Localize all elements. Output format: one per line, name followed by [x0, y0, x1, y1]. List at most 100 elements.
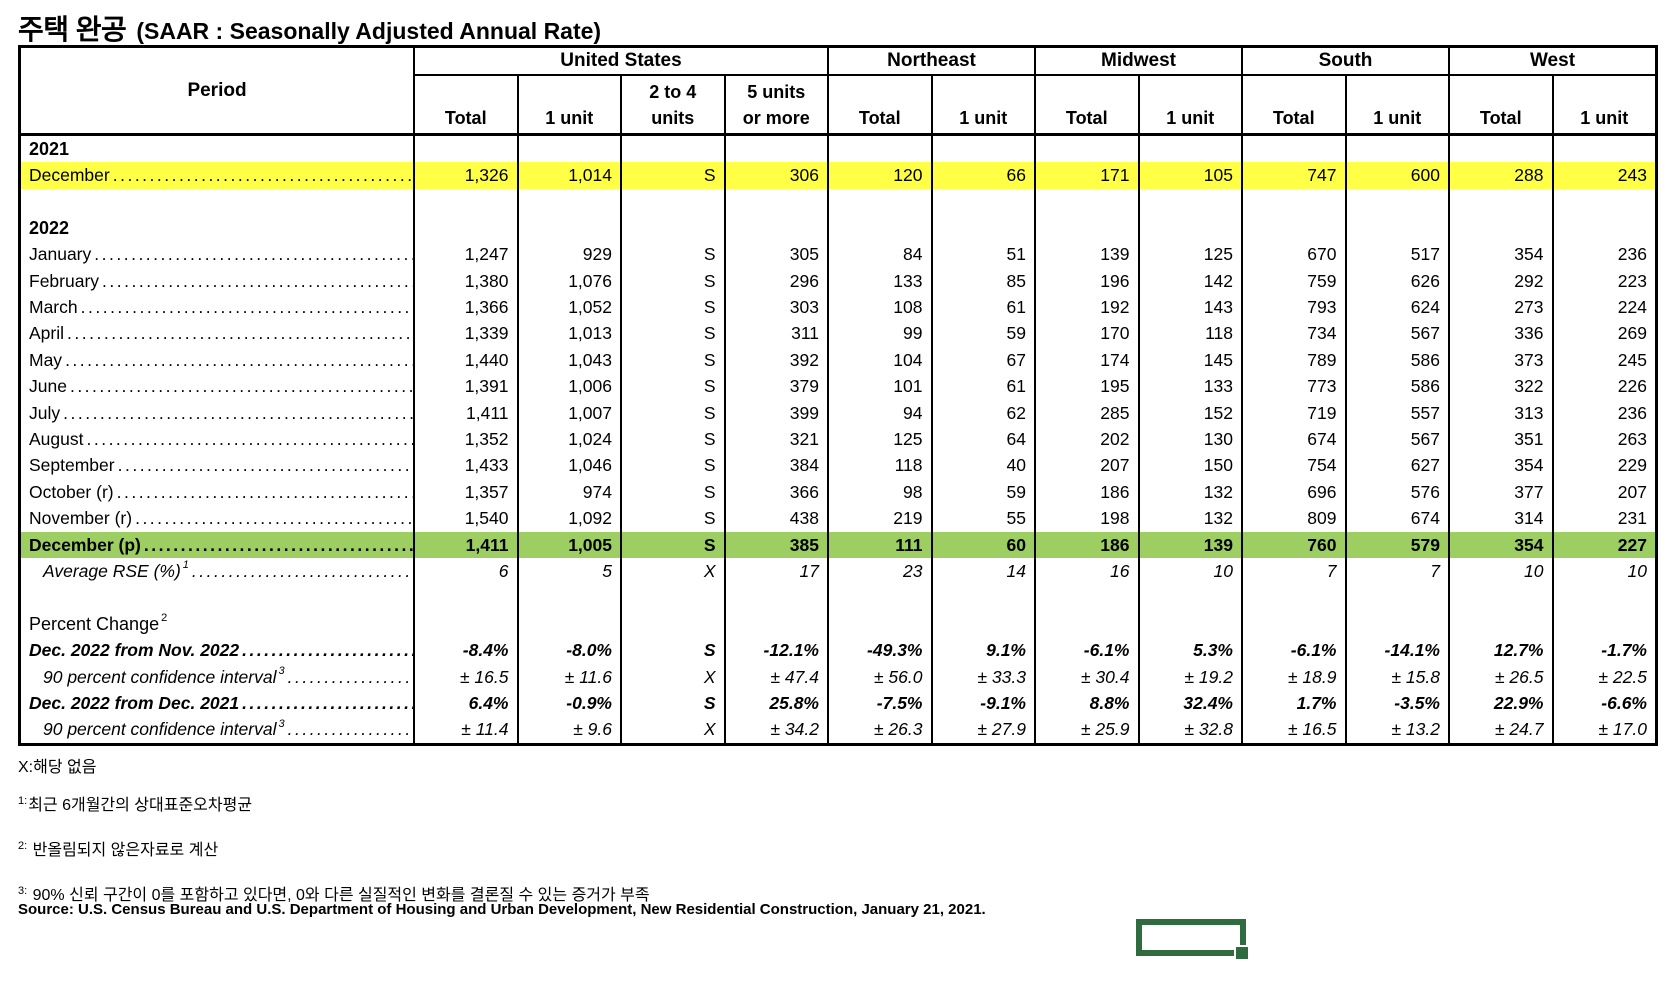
data-cell: 734: [1241, 320, 1345, 348]
data-cell: 219: [827, 505, 931, 532]
data-cell: [1137, 215, 1242, 242]
data-cell: ± 34.2: [723, 716, 828, 743]
data-cell: [723, 611, 828, 638]
data-cell: 98: [827, 479, 931, 506]
column-header: Total: [413, 76, 517, 133]
data-cell: 40: [930, 452, 1035, 480]
data-cell: [1034, 584, 1138, 612]
data-cell: [516, 136, 621, 163]
data-cell: ± 17.0: [1551, 716, 1656, 743]
column-header: 1 unit: [516, 76, 621, 133]
data-cell: S: [620, 267, 724, 295]
data-cell: S: [620, 637, 724, 664]
data-cell: 674: [1241, 426, 1345, 453]
row-label: December (p): [21, 532, 413, 558]
row-label: June: [21, 374, 413, 400]
dot-leader: [64, 323, 413, 344]
data-cell: [413, 188, 517, 216]
data-cell: 139: [1034, 241, 1138, 268]
dot-leader: [285, 719, 413, 740]
data-cell: 354: [1448, 241, 1552, 268]
data-cell: 64: [930, 426, 1035, 453]
data-cell: [1344, 188, 1449, 216]
excel-selection-box[interactable]: [1136, 919, 1250, 961]
row-label: Percent Change 2: [29, 612, 168, 634]
data-cell: 61: [930, 373, 1035, 400]
footnote-marker: 3: [278, 717, 285, 730]
data-cell: [827, 215, 931, 242]
data-cell: ± 18.9: [1241, 663, 1345, 691]
column-header: Total: [1241, 76, 1345, 133]
data-cell: 118: [1137, 320, 1242, 348]
data-cell: [413, 136, 517, 163]
data-cell: 25.8%: [723, 690, 828, 717]
data-cell: ± 30.4: [1034, 663, 1138, 691]
data-cell: [1551, 611, 1656, 638]
data-cell: 354: [1448, 452, 1552, 480]
data-cell: -3.5%: [1344, 690, 1449, 717]
data-cell: [1034, 215, 1138, 242]
data-cell: [620, 188, 724, 216]
data-cell: 1,366: [413, 294, 517, 321]
data-cell: -49.3%: [827, 637, 931, 664]
data-cell: 229: [1551, 452, 1656, 480]
data-cell: 974: [516, 479, 621, 506]
data-cell: 8.8%: [1034, 690, 1138, 717]
data-cell: [620, 136, 724, 163]
row-label: 90 percent confidence interval 3: [21, 664, 413, 690]
row-label: March: [21, 294, 413, 320]
data-cell: 174: [1034, 347, 1138, 374]
table-row: [21, 188, 1655, 216]
data-cell: [516, 215, 621, 242]
data-cell: 226: [1551, 373, 1656, 400]
data-cell: 719: [1241, 399, 1345, 427]
data-cell: ± 11.6: [516, 663, 621, 691]
data-cell: 747: [1241, 162, 1345, 189]
row-label: October (r): [21, 479, 413, 505]
data-cell: 143: [1137, 294, 1242, 321]
table-row: Dec. 2022 from Dec. 20216.4%-0.9%S25.8%-…: [21, 690, 1655, 717]
data-cell: [930, 611, 1035, 638]
data-cell: 186: [1034, 531, 1138, 559]
data-cell: 118: [827, 452, 931, 480]
data-cell: 674: [1344, 505, 1449, 532]
data-cell: 61: [930, 294, 1035, 321]
table-row: January1,247929S305845113912567051735423…: [21, 241, 1655, 268]
data-cell: 84: [827, 241, 931, 268]
footnote-text: X:해당 없음: [18, 759, 97, 776]
data-cell: [516, 188, 621, 216]
data-cell: 120: [827, 162, 931, 189]
data-cell: 145: [1137, 347, 1242, 374]
data-cell: 373: [1448, 347, 1552, 374]
footnote-marker: 3:: [18, 885, 28, 897]
fill-handle-icon[interactable]: [1234, 945, 1250, 961]
table-row: December1,3261,014S306120661711057476002…: [21, 162, 1655, 189]
data-cell: 929: [516, 241, 621, 268]
data-cell: 754: [1241, 452, 1345, 480]
data-cell: 66: [930, 162, 1035, 189]
table-row: October (r)1,357974S36698591861326965763…: [21, 479, 1655, 506]
data-cell: 99: [827, 320, 931, 348]
footnote-text: 최근 6개월간의 상대표준오차평균: [28, 797, 253, 814]
data-cell: 696: [1241, 479, 1345, 506]
data-cell: 111: [827, 531, 931, 559]
data-cell: -6.1%: [1034, 637, 1138, 664]
row-label: January: [21, 242, 413, 268]
data-cell: 236: [1551, 399, 1656, 427]
row-label: May: [21, 347, 413, 373]
data-cell: -14.1%: [1344, 637, 1449, 664]
footnote-marker: 2: [161, 612, 168, 625]
data-cell: [1241, 136, 1345, 163]
data-cell: 1,391: [413, 373, 517, 400]
data-cell: [1241, 584, 1345, 612]
data-cell: [1448, 611, 1552, 638]
data-cell: [1448, 136, 1552, 163]
dot-leader: [91, 244, 413, 265]
data-cell: -9.1%: [930, 690, 1035, 717]
data-cell: 292: [1448, 267, 1552, 295]
column-group-header: United States: [413, 48, 827, 76]
data-cell: 196: [1034, 267, 1138, 295]
